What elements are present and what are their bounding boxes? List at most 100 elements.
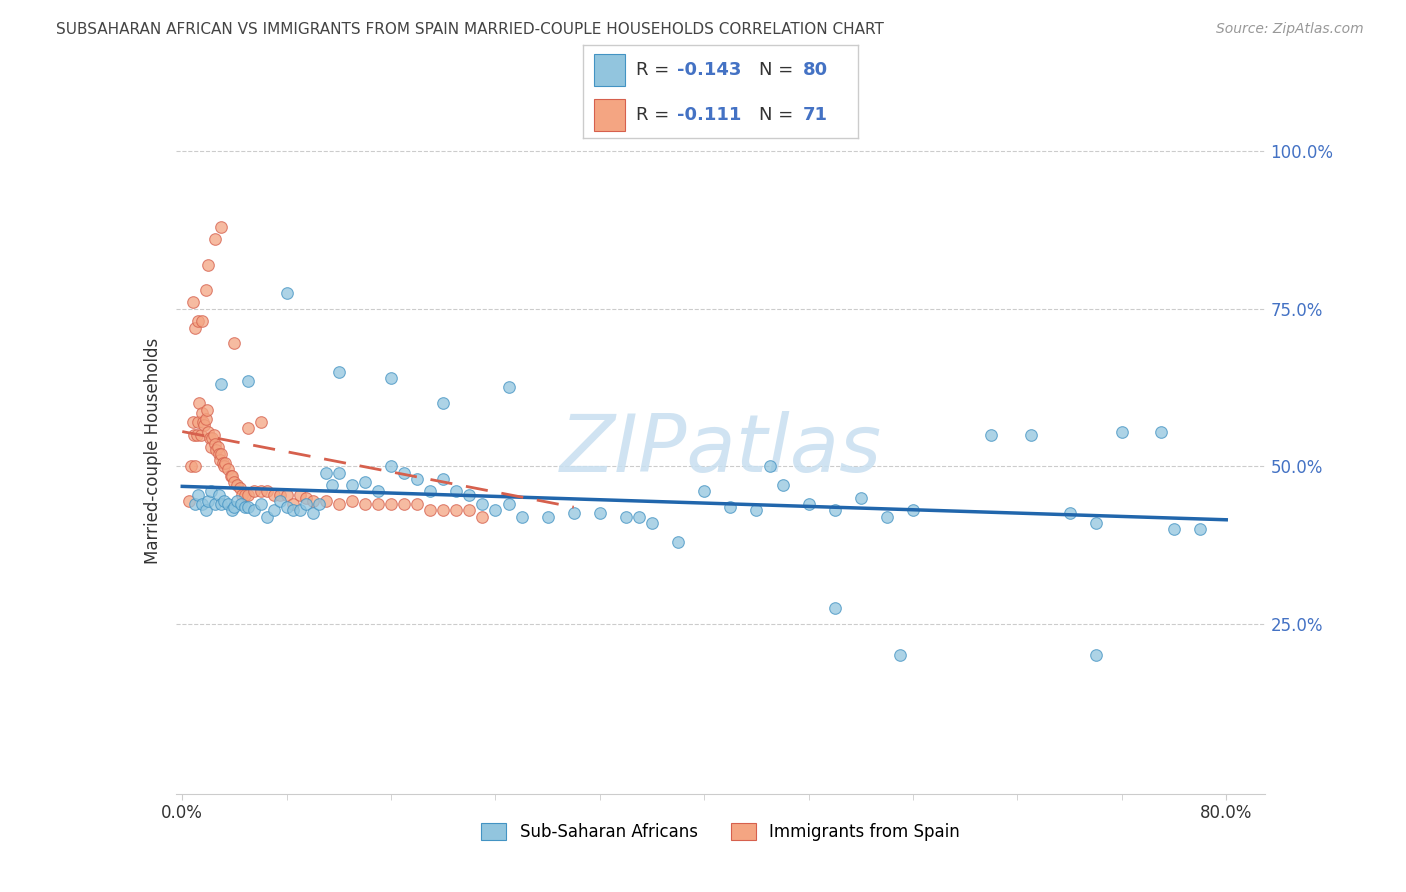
Point — [217, 462, 239, 476]
Point — [458, 487, 481, 501]
Point — [208, 447, 231, 461]
Point — [276, 500, 298, 515]
Point — [1084, 516, 1107, 530]
Point — [209, 447, 232, 461]
Point — [236, 421, 259, 435]
Point — [288, 487, 311, 501]
Point — [614, 509, 637, 524]
Point — [191, 406, 214, 420]
Point — [269, 487, 291, 501]
Point — [194, 283, 217, 297]
Text: -0.143: -0.143 — [676, 61, 741, 78]
Point — [180, 459, 202, 474]
Point — [208, 487, 231, 501]
Point — [589, 507, 612, 521]
Point — [197, 425, 219, 439]
Y-axis label: Married-couple Households: Married-couple Households — [143, 337, 162, 564]
Point — [301, 494, 323, 508]
Point — [236, 487, 259, 501]
Point — [380, 371, 402, 385]
Point — [186, 427, 208, 442]
Point — [276, 487, 298, 501]
Legend: Sub-Saharan Africans, Immigrants from Spain: Sub-Saharan Africans, Immigrants from Sp… — [475, 816, 966, 847]
Point — [498, 380, 520, 394]
Point — [824, 503, 846, 517]
Point — [205, 443, 228, 458]
Point — [321, 478, 343, 492]
Point — [224, 475, 246, 489]
Point — [693, 484, 716, 499]
Point — [193, 418, 215, 433]
Point — [340, 494, 363, 508]
Point — [301, 507, 323, 521]
Point — [419, 484, 441, 499]
Point — [243, 503, 266, 517]
Point — [666, 534, 689, 549]
Point — [263, 487, 285, 501]
Point — [184, 320, 207, 334]
Point — [458, 503, 481, 517]
Point — [229, 497, 252, 511]
Point — [758, 459, 780, 474]
Point — [187, 314, 209, 328]
Point — [419, 503, 441, 517]
Point — [432, 472, 454, 486]
Point — [328, 466, 350, 480]
Point — [824, 601, 846, 615]
Point — [1084, 648, 1107, 663]
Point — [187, 487, 209, 501]
Point — [184, 459, 207, 474]
Point — [221, 468, 243, 483]
Point — [209, 377, 232, 392]
Point — [214, 456, 236, 470]
Text: SUBSAHARAN AFRICAN VS IMMIGRANTS FROM SPAIN MARRIED-COUPLE HOUSEHOLDS CORRELATIO: SUBSAHARAN AFRICAN VS IMMIGRANTS FROM SP… — [56, 22, 884, 37]
Point — [718, 500, 741, 515]
Point — [1150, 425, 1173, 439]
Point — [889, 648, 911, 663]
Point — [288, 503, 311, 517]
Point — [295, 491, 318, 505]
Text: 71: 71 — [803, 106, 828, 124]
Point — [204, 232, 226, 246]
Point — [177, 494, 200, 508]
Point — [328, 365, 350, 379]
Point — [406, 472, 429, 486]
Text: 80: 80 — [803, 61, 828, 78]
Point — [354, 497, 377, 511]
Point — [380, 497, 402, 511]
Point — [498, 497, 520, 511]
Point — [212, 459, 235, 474]
Point — [249, 415, 271, 429]
Point — [641, 516, 664, 530]
Point — [392, 466, 415, 480]
Point — [1059, 507, 1081, 521]
Point — [283, 497, 305, 511]
Point — [217, 497, 239, 511]
Point — [269, 494, 291, 508]
Point — [183, 427, 205, 442]
Point — [243, 484, 266, 499]
Point — [233, 500, 256, 515]
Point — [200, 440, 222, 454]
Point — [745, 503, 768, 517]
Point — [263, 503, 285, 517]
Point — [194, 503, 217, 517]
Point — [201, 431, 224, 445]
Point — [204, 437, 226, 451]
Point — [224, 500, 246, 515]
Point — [191, 415, 214, 429]
Point — [231, 487, 253, 501]
Point — [276, 285, 298, 300]
Point — [249, 484, 271, 499]
Point — [211, 456, 233, 470]
Point — [471, 509, 494, 524]
Point — [537, 509, 560, 524]
Point — [184, 497, 207, 511]
Point — [256, 509, 278, 524]
Point — [471, 497, 494, 511]
Text: Source: ZipAtlas.com: Source: ZipAtlas.com — [1216, 22, 1364, 37]
Point — [432, 396, 454, 410]
Text: ZIPatlas: ZIPatlas — [560, 411, 882, 490]
Text: N =: N = — [759, 61, 799, 78]
Point — [315, 466, 337, 480]
